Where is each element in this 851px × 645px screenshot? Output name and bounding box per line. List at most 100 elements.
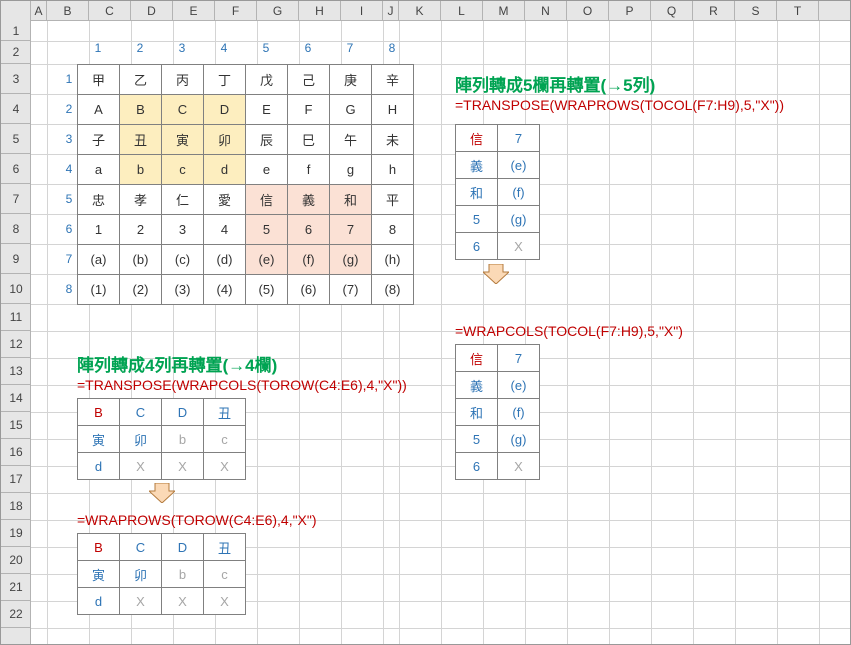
cell[interactable]: 庚 bbox=[330, 65, 372, 95]
cell[interactable]: 6 bbox=[456, 233, 498, 260]
cell[interactable]: 6 bbox=[456, 453, 498, 480]
cell[interactable]: b bbox=[162, 561, 204, 588]
cell[interactable]: g bbox=[330, 155, 372, 185]
col-header-O[interactable]: O bbox=[567, 1, 609, 21]
cell[interactable]: B bbox=[78, 534, 120, 561]
row-header-3[interactable]: 3 bbox=[1, 64, 31, 94]
cell[interactable]: 8 bbox=[372, 215, 414, 245]
col-header-M[interactable]: M bbox=[483, 1, 525, 21]
col-header-L[interactable]: L bbox=[441, 1, 483, 21]
cell[interactable]: a bbox=[78, 155, 120, 185]
cell[interactable]: A bbox=[78, 95, 120, 125]
cell[interactable]: 義 bbox=[288, 185, 330, 215]
row-header-9[interactable]: 9 bbox=[1, 244, 31, 274]
cell[interactable]: 7 bbox=[330, 215, 372, 245]
cell[interactable]: (e) bbox=[498, 372, 540, 399]
row-header-13[interactable]: 13 bbox=[1, 358, 31, 385]
cell[interactable]: 信 bbox=[456, 125, 498, 152]
cell[interactable]: 3 bbox=[162, 215, 204, 245]
row-header-18[interactable]: 18 bbox=[1, 493, 31, 520]
cell[interactable]: (f) bbox=[498, 179, 540, 206]
cell[interactable]: 孝 bbox=[120, 185, 162, 215]
cell[interactable]: 子 bbox=[78, 125, 120, 155]
cell[interactable]: 4 bbox=[204, 215, 246, 245]
cell[interactable]: 卯 bbox=[120, 561, 162, 588]
row-header-22[interactable]: 22 bbox=[1, 601, 31, 628]
cell[interactable]: 未 bbox=[372, 125, 414, 155]
cell[interactable]: C bbox=[120, 399, 162, 426]
cell[interactable]: (4) bbox=[204, 275, 246, 305]
cell[interactable]: 寅 bbox=[162, 125, 204, 155]
grid-area[interactable]: 12345678 12345678 甲乙丙丁戊己庚辛ABCDEFGH子丑寅卯辰巳… bbox=[31, 21, 850, 644]
cell[interactable]: 卯 bbox=[120, 426, 162, 453]
row-header-2[interactable]: 2 bbox=[1, 41, 31, 64]
cell[interactable]: d bbox=[78, 453, 120, 480]
row-header-12[interactable]: 12 bbox=[1, 331, 31, 358]
cell[interactable]: X bbox=[204, 453, 246, 480]
cell[interactable]: 和 bbox=[456, 399, 498, 426]
cell[interactable]: 5 bbox=[246, 215, 288, 245]
cell[interactable]: X bbox=[498, 233, 540, 260]
cell[interactable]: (3) bbox=[162, 275, 204, 305]
cell[interactable]: 5 bbox=[456, 206, 498, 233]
col-header-J[interactable]: J bbox=[383, 1, 399, 21]
row-header-11[interactable]: 11 bbox=[1, 304, 31, 331]
cell[interactable]: (c) bbox=[162, 245, 204, 275]
cell[interactable]: c bbox=[162, 155, 204, 185]
cell[interactable]: 7 bbox=[498, 345, 540, 372]
cell[interactable]: c bbox=[204, 426, 246, 453]
cell[interactable]: C bbox=[120, 534, 162, 561]
cell[interactable]: 丙 bbox=[162, 65, 204, 95]
cell[interactable]: (5) bbox=[246, 275, 288, 305]
cell[interactable]: 7 bbox=[498, 125, 540, 152]
cell[interactable]: 巳 bbox=[288, 125, 330, 155]
cell[interactable]: 信 bbox=[456, 345, 498, 372]
cell[interactable]: (g) bbox=[330, 245, 372, 275]
cell[interactable]: B bbox=[120, 95, 162, 125]
cell[interactable]: (e) bbox=[498, 152, 540, 179]
cell[interactable]: 平 bbox=[372, 185, 414, 215]
cell[interactable]: 丁 bbox=[204, 65, 246, 95]
col-header-D[interactable]: D bbox=[131, 1, 173, 21]
cell[interactable]: 卯 bbox=[204, 125, 246, 155]
cell[interactable]: 戊 bbox=[246, 65, 288, 95]
cell[interactable]: 6 bbox=[288, 215, 330, 245]
cell[interactable]: 寅 bbox=[78, 426, 120, 453]
row-header-19[interactable]: 19 bbox=[1, 520, 31, 547]
cell[interactable]: 寅 bbox=[78, 561, 120, 588]
cell[interactable]: f bbox=[288, 155, 330, 185]
cell[interactable]: h bbox=[372, 155, 414, 185]
row-header-4[interactable]: 4 bbox=[1, 94, 31, 124]
cell[interactable]: C bbox=[162, 95, 204, 125]
cell[interactable]: b bbox=[120, 155, 162, 185]
cell[interactable]: (6) bbox=[288, 275, 330, 305]
cell[interactable]: X bbox=[162, 588, 204, 615]
cell[interactable]: d bbox=[204, 155, 246, 185]
row-header-20[interactable]: 20 bbox=[1, 547, 31, 574]
cell[interactable]: b bbox=[162, 426, 204, 453]
cell[interactable]: (f) bbox=[288, 245, 330, 275]
cell[interactable]: (a) bbox=[78, 245, 120, 275]
col-header-C[interactable]: C bbox=[89, 1, 131, 21]
cell[interactable]: 辛 bbox=[372, 65, 414, 95]
row-header-5[interactable]: 5 bbox=[1, 124, 31, 154]
col-header-N[interactable]: N bbox=[525, 1, 567, 21]
col-header-R[interactable]: R bbox=[693, 1, 735, 21]
cell[interactable]: (b) bbox=[120, 245, 162, 275]
row-header-1[interactable]: 1 bbox=[1, 21, 31, 41]
col-header-H[interactable]: H bbox=[299, 1, 341, 21]
cell[interactable]: 仁 bbox=[162, 185, 204, 215]
cell[interactable]: 愛 bbox=[204, 185, 246, 215]
cell[interactable]: (d) bbox=[204, 245, 246, 275]
cell[interactable]: E bbox=[246, 95, 288, 125]
cell[interactable]: d bbox=[78, 588, 120, 615]
cell[interactable]: e bbox=[246, 155, 288, 185]
cell[interactable]: 和 bbox=[456, 179, 498, 206]
row-header-15[interactable]: 15 bbox=[1, 412, 31, 439]
cell[interactable]: 2 bbox=[120, 215, 162, 245]
col-header-S[interactable]: S bbox=[735, 1, 777, 21]
cell[interactable]: 甲 bbox=[78, 65, 120, 95]
row-header-14[interactable]: 14 bbox=[1, 385, 31, 412]
cell[interactable]: D bbox=[204, 95, 246, 125]
row-header-16[interactable]: 16 bbox=[1, 439, 31, 466]
